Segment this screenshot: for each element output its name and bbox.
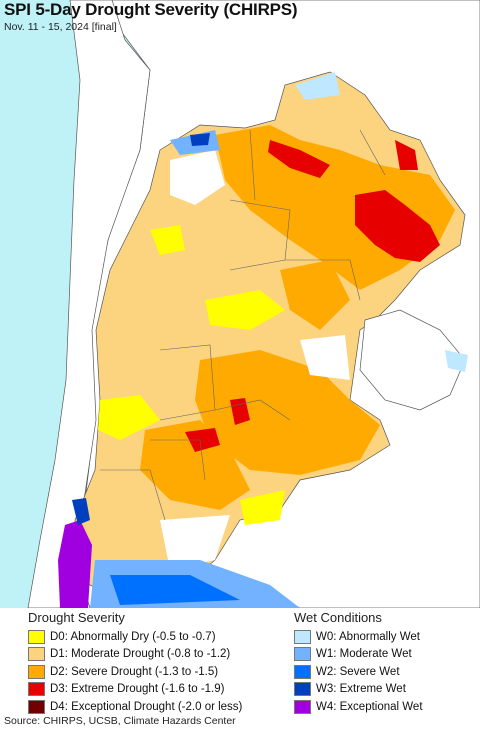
- legend-label-d4: D4: Exceptional Drought (-2.0 or less): [50, 700, 243, 713]
- uruguay-neutral: [359, 309, 466, 411]
- legend-item-w3: W3: Extreme Wet: [294, 681, 423, 699]
- swatch-w4: [294, 699, 311, 714]
- legend-item-w0: W0: Abnormally Wet: [294, 628, 423, 646]
- legend-label-w4: W4: Exceptional Wet: [316, 700, 423, 713]
- legend-wet: Wet Conditions W0: Abnormally Wet W1: Mo…: [294, 610, 423, 716]
- d0-zone-3: [240, 490, 285, 525]
- wet-zone-uruguay: [445, 350, 468, 372]
- legend-item-d4: D4: Exceptional Drought (-2.0 or less): [28, 698, 242, 716]
- legend-wet-heading: Wet Conditions: [294, 610, 382, 625]
- swatch-d1: [28, 647, 45, 662]
- legend-label-d0: D0: Abnormally Dry (-0.5 to -0.7): [50, 630, 216, 643]
- legend-label-w0: W0: Abnormally Wet: [316, 630, 420, 643]
- legend-label-w1: W1: Moderate Wet: [316, 648, 412, 661]
- d3-zone-south: [185, 428, 220, 452]
- d2-zone-pampas: [140, 420, 250, 510]
- drought-map: SPI 5-Day Drought Severity (CHIRPS) Nov.…: [0, 0, 480, 608]
- map-canvas: [27, 0, 480, 608]
- d2-zone-east: [280, 260, 350, 330]
- legend-item-d1: D1: Moderate Drought (-0.8 to -1.2): [28, 646, 242, 664]
- swatch-w1: [294, 647, 311, 662]
- d2-zone-central: [195, 350, 380, 475]
- d0-zone-2: [98, 395, 160, 440]
- swatch-d0: [28, 629, 45, 644]
- legend-item-d0: D0: Abnormally Dry (-0.5 to -0.7): [28, 628, 242, 646]
- swatch-w2: [294, 664, 311, 679]
- d3-zone-paraguay: [355, 190, 440, 262]
- legend-label-d2: D2: Severe Drought (-1.3 to -1.5): [50, 665, 219, 678]
- neutral-patch-2: [160, 515, 230, 570]
- wet-zone-north-dark: [190, 133, 210, 146]
- d0-zone-1: [205, 290, 285, 330]
- legend: Drought Severity D0: Abnormally Dry (-0.…: [0, 608, 480, 714]
- legend-label-w3: W3: Extreme Wet: [316, 683, 406, 696]
- legend-item-w1: W1: Moderate Wet: [294, 646, 423, 664]
- legend-item-d3: D3: Extreme Drought (-1.6 to -1.9): [28, 681, 242, 699]
- source-credit: Source: CHIRPS, UCSB, Climate Hazards Ce…: [4, 715, 236, 727]
- swatch-d4: [28, 699, 45, 714]
- swatch-d2: [28, 664, 45, 679]
- legend-drought: Drought Severity D0: Abnormally Dry (-0.…: [28, 610, 242, 716]
- legend-item-w2: W2: Severe Wet: [294, 663, 423, 681]
- map-subtitle: Nov. 11 - 15, 2024 [final]: [4, 21, 117, 33]
- legend-label-d1: D1: Moderate Drought (-0.8 to -1.2): [50, 648, 231, 661]
- map-title: SPI 5-Day Drought Severity (CHIRPS): [4, 0, 298, 19]
- swatch-d3: [28, 682, 45, 697]
- legend-drought-heading: Drought Severity: [28, 610, 125, 625]
- d3-zone-cordoba: [230, 398, 250, 425]
- province-borders: [100, 129, 386, 521]
- legend-label-w2: W2: Severe Wet: [316, 665, 400, 678]
- d3-zone-ne: [395, 140, 418, 170]
- legend-item-d2: D2: Severe Drought (-1.3 to -1.5): [28, 663, 242, 681]
- legend-label-d3: D3: Extreme Drought (-1.6 to -1.9): [50, 683, 225, 696]
- neutral-patch-1: [170, 150, 225, 205]
- swatch-w0: [294, 629, 311, 644]
- legend-item-w4: W4: Exceptional Wet: [294, 698, 423, 716]
- exceptional-wet-chile: [58, 520, 92, 608]
- d3-zone-north-strip: [268, 140, 330, 178]
- neutral-patch-3: [300, 335, 350, 380]
- d0-zone-4: [150, 225, 185, 255]
- extreme-wet-chile: [72, 498, 90, 525]
- wet-zone-bolivia: [295, 72, 340, 100]
- swatch-w3: [294, 682, 311, 697]
- wet-zone-south-strong: [110, 575, 240, 605]
